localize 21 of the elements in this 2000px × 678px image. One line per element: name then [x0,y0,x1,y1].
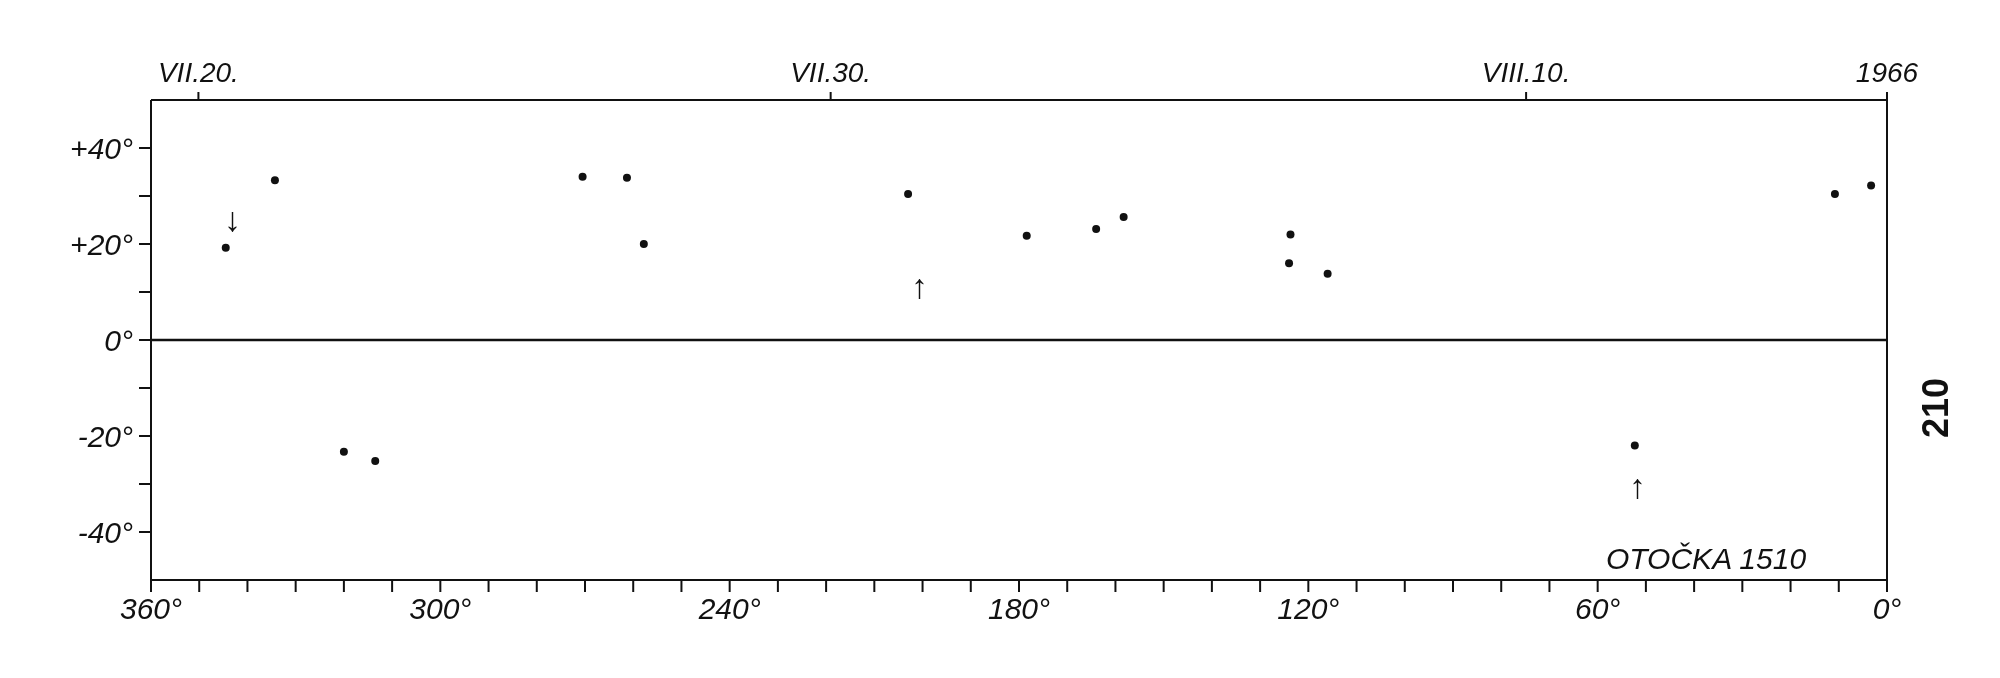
x2-tick-label: VIII.10. [1481,57,1571,88]
x2-tick-label: VII.20. [157,57,239,88]
x-tick-label: 120° [1277,592,1340,626]
annotation: ↑ [1629,467,1646,505]
x-tick-label: 180° [987,592,1051,626]
x-tick-label: 240° [697,592,761,626]
x2-tick-label: 1966 [1855,57,1919,88]
x-tick-label: 300° [409,592,472,626]
text: 210 [1915,377,1956,438]
annotation: OTOČKA 1510 [1606,542,1807,575]
y-tick-label: -20° [77,419,133,453]
x-tick-label: 360° [119,592,183,626]
y-tick-label: +20° [70,227,133,261]
annotation: ↓ [224,200,241,238]
y-tick-label: -40° [77,515,133,549]
x2-tick-label: VII.30. [790,57,872,88]
x-tick-label: 0° [1872,592,1902,626]
x-tick-label: 60° [1574,592,1621,626]
annotation: ↑ [911,267,928,305]
y-tick-label: +40° [70,131,133,165]
y-tick-label: 0° [104,323,133,357]
